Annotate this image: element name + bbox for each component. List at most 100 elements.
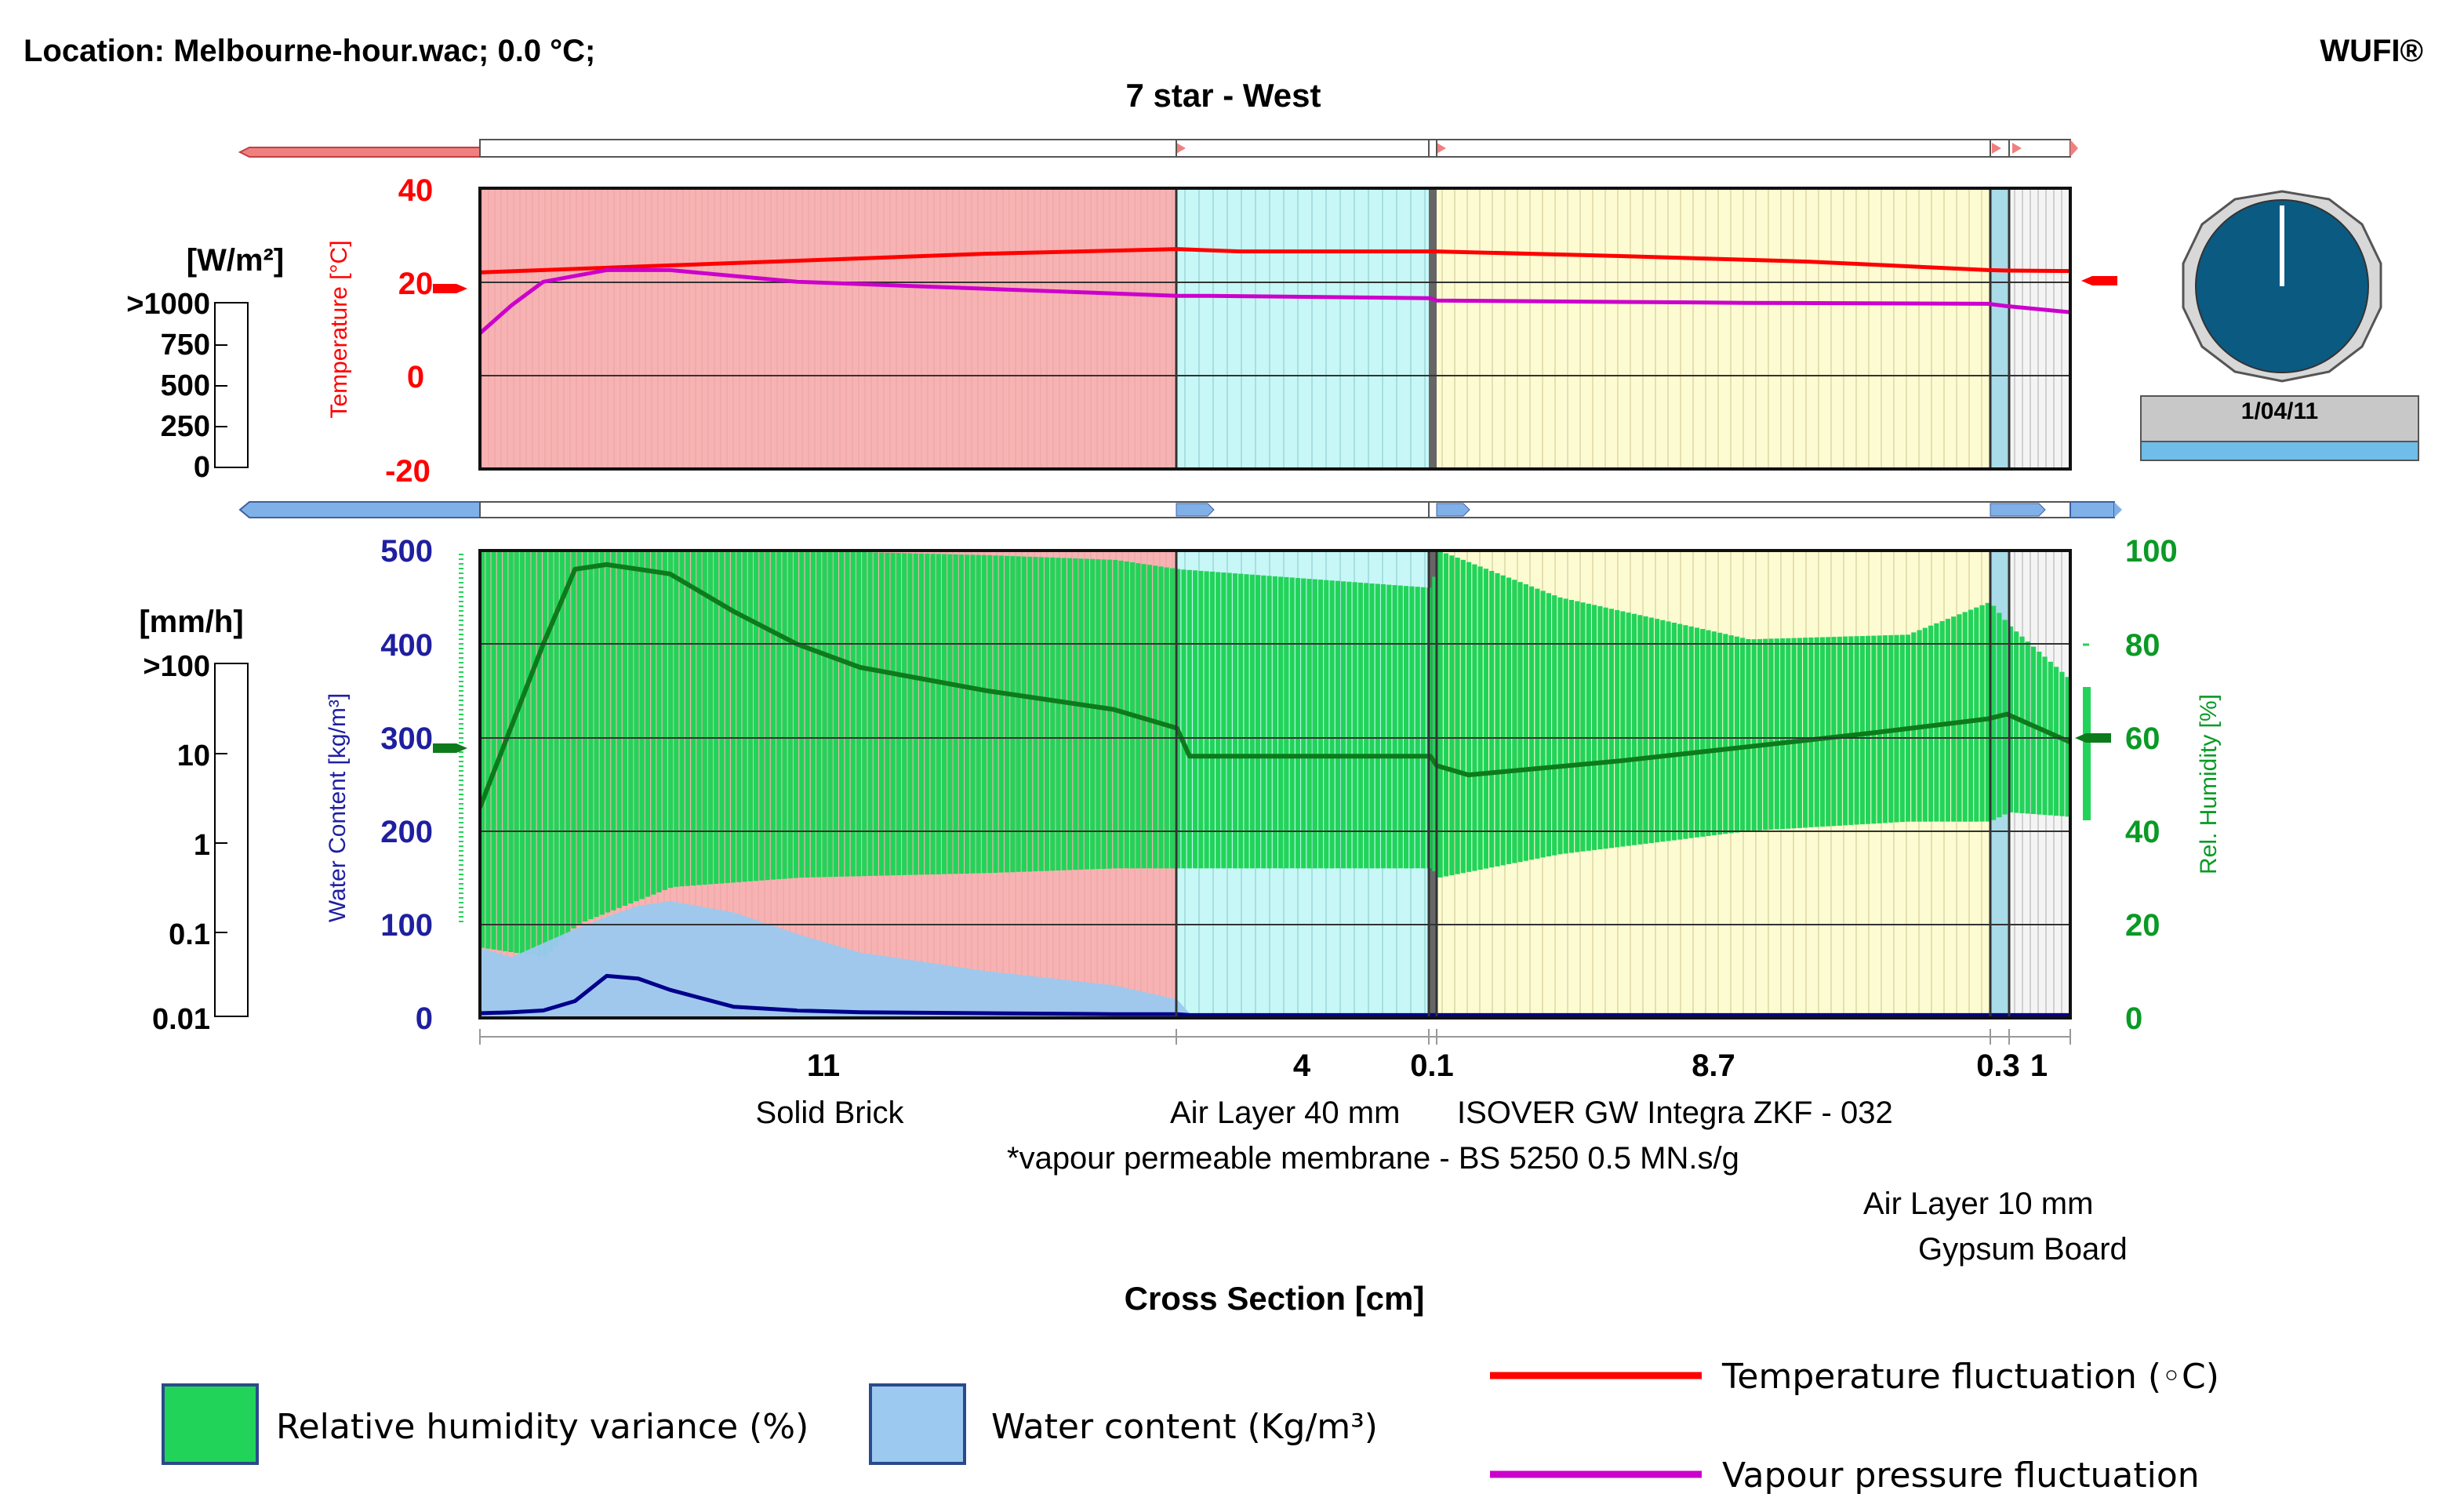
rh-variance-bar (1176, 569, 1181, 869)
rh-variance-bar (691, 551, 696, 886)
rh-variance-bar (879, 552, 885, 876)
thickness-insulation: 8.7 (1692, 1049, 1735, 1083)
rh-variance-bar (645, 551, 651, 897)
rh-variance-bar (1437, 551, 1443, 878)
rh-variance-bar (1249, 574, 1255, 869)
rh-variance-bar (1859, 636, 1865, 825)
thickness-membrane: 0.1 (1410, 1049, 1454, 1083)
rh-variance-bar (656, 551, 662, 892)
rh-variance-bar (1568, 600, 1575, 853)
rh-variance-bar (953, 554, 958, 874)
bottom-layer-dividers (1175, 551, 2011, 1018)
rh-variance-bar (1101, 559, 1107, 869)
rh-variance-bar (651, 551, 656, 895)
rh-variance-bar (1090, 558, 1096, 870)
water-content-mean-line (480, 973, 2070, 1017)
rh-variance-bar (1113, 559, 1118, 869)
rh-variance-bar (1723, 634, 1728, 834)
rh-variance-bar (1193, 570, 1198, 869)
rh-variance-bar (1808, 637, 1814, 827)
rh-variance-bar (1768, 638, 1774, 830)
rh-variance-bar (1557, 597, 1563, 855)
rh-variance-bar (1021, 556, 1027, 872)
rh-variance-bar (1221, 572, 1226, 869)
rh-variance-bar (1694, 627, 1700, 838)
rh-variance-bar (2019, 636, 2025, 813)
bottom-plot-frame (478, 549, 2072, 1020)
rh-variance-bar (731, 551, 736, 883)
rh-variance-bar (1837, 636, 1842, 826)
rh-variance-bar (1728, 635, 1734, 834)
rain-scale-0.1: 0.1 (169, 918, 210, 951)
clock-icon (2182, 190, 2382, 383)
rh-variance-bar (1449, 555, 1455, 876)
rh-variance-bar (1575, 601, 1580, 852)
layer-name-membrane: *vapour permeable membrane - BS 5250 0.5… (1007, 1141, 1739, 1176)
water-content-area (480, 901, 2070, 1018)
rh-variance-bar (736, 551, 742, 882)
rh-variance-bar (605, 551, 611, 913)
rh-variance-bar (1346, 581, 1352, 869)
rh-variance-bar (1631, 613, 1637, 845)
rh-variance-bar (1495, 572, 1500, 867)
rh-variance-bar (639, 551, 645, 900)
rh-tick-80: 80 (2125, 628, 2160, 663)
rh-variance-bar (707, 551, 714, 885)
rh-variance-bar (850, 551, 856, 877)
rh-variance-bar (1957, 614, 1962, 822)
rh-variance-bar (799, 551, 805, 878)
rh-variance-bar (1529, 586, 1535, 860)
rh-variance-bar (1814, 637, 1819, 827)
rh-variance-bar (1010, 556, 1016, 873)
rh-variance-bar (679, 551, 685, 887)
rh-variance-bar (782, 551, 787, 879)
rh-tick-0: 0 (2125, 1001, 2142, 1036)
rh-variance-bar (2025, 642, 2030, 814)
rh-variance-bar (719, 551, 725, 884)
rh-variance-bar (1597, 606, 1603, 849)
rh-variance-bar (2065, 677, 2070, 817)
brand-label: WUFI® (2320, 34, 2423, 68)
rh-variance-bar (1420, 587, 1426, 869)
water-content-axis-label: Water Content [kg/m³] (325, 693, 351, 922)
rh-variance-bar (1295, 578, 1301, 869)
rh-variance-bar (1826, 637, 1831, 827)
rh-variance-bar (1460, 559, 1466, 874)
rh-variance-bar (1364, 583, 1369, 869)
rh-variance-bar (1301, 578, 1306, 869)
rh-variance-bar (674, 551, 679, 887)
temp-tick-20: 20 (398, 267, 434, 301)
flux-scale-250: 250 (161, 410, 210, 443)
left-rh-marker-strip (433, 554, 467, 925)
rh-variance-bar (1404, 586, 1409, 869)
rh-variance-bar (622, 551, 627, 906)
rh-variance-bar (1962, 612, 1968, 822)
rh-variance-bar (1204, 571, 1209, 869)
rh-variance-bar (1552, 595, 1557, 856)
wc-tick-400: 400 (380, 628, 433, 663)
rh-variance-bar (1666, 621, 1671, 841)
rh-variance-bar (1038, 557, 1044, 871)
rh-variance-bar (1477, 566, 1483, 870)
legend-vapour-label: Vapour pressure fluctuation (1722, 1456, 2200, 1496)
rh-variance-bar (754, 551, 759, 881)
rh-variance-bar (970, 554, 976, 874)
rh-variance-bar (839, 551, 845, 877)
rh-variance-bar (1848, 636, 1854, 825)
wc-tick-200: 200 (380, 815, 433, 849)
temp-tick-0: 0 (407, 360, 424, 394)
rh-variance-bar (896, 553, 901, 876)
rh-variance-bar (856, 551, 862, 877)
rh-variance-bar (930, 554, 936, 874)
rh-variance-bar (1335, 580, 1340, 869)
rh-variance-bar (1592, 605, 1597, 850)
moisture-boundary-bar (238, 501, 2122, 518)
rh-variance-bar (1866, 635, 1871, 824)
rh-variance-bar (1078, 558, 1084, 870)
rain-scale-10: 10 (177, 740, 210, 772)
rh-variance-bar (628, 551, 634, 904)
location-label: Location: Melbourne-hour.wac; 0.0 °C; (24, 34, 595, 68)
rh-variance-bar (867, 552, 873, 876)
rain-scale-box (214, 663, 249, 1017)
rh-tick-20: 20 (2125, 908, 2160, 943)
